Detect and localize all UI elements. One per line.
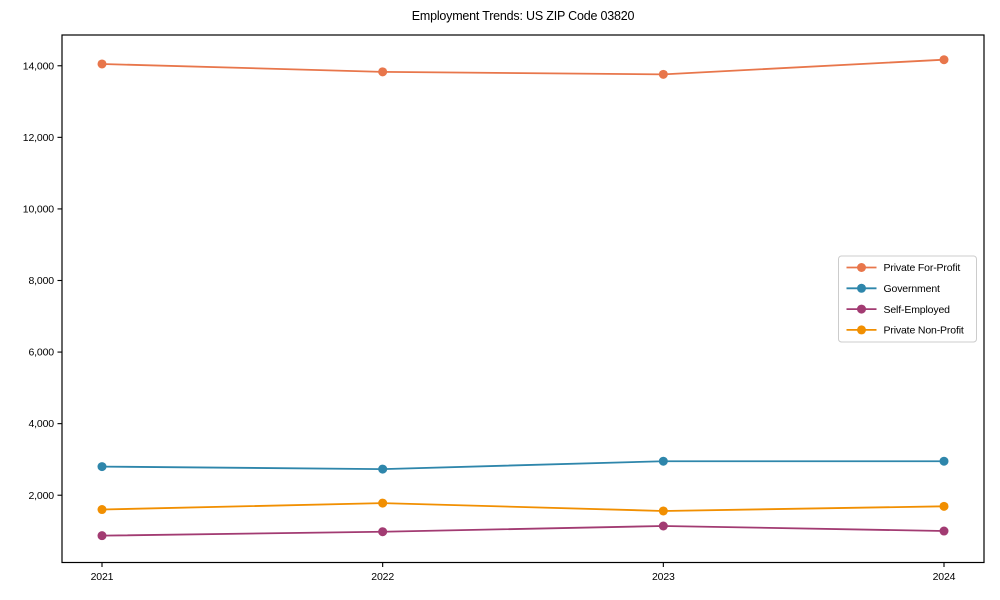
legend-marker — [857, 325, 866, 335]
data-point-marker — [939, 55, 949, 65]
data-point-marker — [97, 531, 107, 541]
series-line — [101, 525, 945, 537]
legend-label: Private For-Profit — [884, 262, 961, 274]
data-point-marker — [658, 69, 668, 79]
data-point-marker — [939, 501, 949, 511]
x-tick-label: 2023 — [652, 571, 675, 583]
data-point-marker — [658, 456, 668, 466]
legend-box — [838, 255, 977, 343]
data-point-marker — [378, 527, 388, 537]
y-tick-label: 2,000 — [28, 490, 54, 502]
data-point-marker — [939, 456, 949, 466]
legend-label: Private Non-Profit — [884, 325, 964, 337]
data-point-marker — [378, 464, 388, 474]
series-line — [101, 460, 945, 470]
plot-border — [61, 34, 985, 564]
series-line — [101, 502, 945, 512]
data-point-marker — [97, 505, 107, 515]
legend-marker — [857, 304, 866, 314]
data-point-marker — [97, 462, 107, 472]
x-tick-label: 2022 — [371, 571, 394, 583]
legend-marker — [857, 283, 866, 293]
legend-label: Self-Employed — [884, 304, 951, 316]
y-tick-label: 10,000 — [23, 204, 55, 216]
y-tick-label: 14,000 — [23, 60, 55, 72]
data-point-marker — [658, 506, 668, 516]
x-tick-label: 2024 — [933, 571, 956, 583]
data-point-marker — [378, 67, 388, 77]
legend-label: Government — [884, 283, 941, 295]
y-tick-label: 8,000 — [28, 275, 54, 287]
y-tick-label: 6,000 — [28, 347, 54, 359]
chart-title: Employment Trends: US ZIP Code 03820 — [411, 9, 635, 23]
x-tick-label: 2021 — [91, 571, 114, 583]
data-point-marker — [378, 498, 388, 508]
y-tick-label: 4,000 — [28, 418, 54, 430]
data-point-marker — [658, 521, 668, 531]
data-point-marker — [97, 59, 107, 69]
series-line — [101, 58, 945, 76]
legend-marker — [857, 263, 866, 272]
data-point-marker — [939, 526, 949, 536]
y-tick-label: 12,000 — [23, 132, 55, 144]
